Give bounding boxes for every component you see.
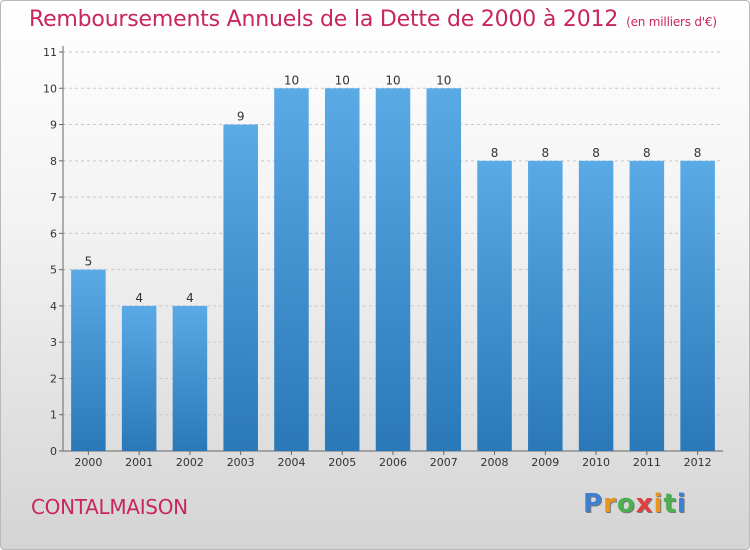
data-label: 8 (592, 146, 600, 160)
bar (274, 88, 309, 451)
logo-letter: r (603, 489, 617, 519)
data-label: 4 (135, 291, 143, 305)
x-tick-label: 2012 (684, 456, 712, 469)
x-tick-label: 2009 (531, 456, 559, 469)
chart-title-text: Remboursements Annuels de la Dette de 20… (29, 7, 619, 32)
y-tick-label: 9 (50, 119, 57, 132)
x-tick-label: 2004 (277, 456, 305, 469)
logo-letter: t (663, 489, 677, 519)
bar (528, 160, 563, 451)
data-label: 8 (643, 146, 651, 160)
bar (375, 88, 411, 451)
x-tick-label: 2010 (582, 456, 610, 469)
logo-letter: o (616, 489, 636, 519)
bar (121, 305, 157, 451)
unit-label: (en milliers d'€) (626, 15, 717, 29)
y-tick-label: 1 (50, 409, 57, 422)
x-tick-label: 2001 (125, 456, 153, 469)
logo-letter: i (653, 489, 664, 519)
data-label: 9 (237, 110, 245, 124)
logo-letter: i (676, 489, 687, 519)
bar (172, 305, 208, 451)
bar (324, 88, 360, 451)
bar (426, 88, 462, 451)
chart-title: Remboursements Annuels de la Dette de 20… (29, 7, 717, 32)
commune-name: CONTALMAISON (31, 495, 188, 519)
x-tick-label: 2006 (379, 456, 407, 469)
data-label: 10 (385, 73, 400, 87)
x-tick-label: 2007 (430, 456, 458, 469)
y-tick-label: 10 (43, 82, 57, 95)
data-label: 4 (186, 291, 194, 305)
y-tick-label: 6 (50, 227, 57, 240)
x-tick-label: 2005 (328, 456, 356, 469)
data-label: 10 (284, 73, 299, 87)
bars (71, 88, 715, 451)
data-label: 5 (85, 255, 93, 269)
bar (223, 124, 258, 451)
y-tick-label: 7 (50, 191, 57, 204)
data-label: 8 (541, 146, 549, 160)
bar (578, 160, 614, 451)
data-label: 8 (694, 146, 702, 160)
proxiti-logo: Proxiti (583, 489, 687, 519)
x-tick-label: 2011 (633, 456, 661, 469)
logo-letter: P (583, 489, 604, 519)
y-tick-label: 2 (50, 372, 57, 385)
data-label: 10 (436, 73, 451, 87)
y-tick-label: 5 (50, 264, 57, 277)
x-tick-label: 2000 (74, 456, 102, 469)
y-tick-label: 0 (50, 445, 57, 458)
y-tick-label: 3 (50, 336, 57, 349)
y-tick-label: 8 (50, 155, 57, 168)
labels: 0 1 2 3 4 5 6 7 8 9 10 11 5 2000 4 2001 4 2002 9 2003 10 2004… (43, 46, 712, 469)
x-tick-label: 2002 (176, 456, 204, 469)
bar (680, 160, 715, 451)
y-tick-label: 4 (50, 300, 57, 313)
bar (477, 160, 512, 451)
x-tick-label: 2003 (227, 456, 255, 469)
x-tick-label: 2008 (481, 456, 509, 469)
data-label: 10 (335, 73, 350, 87)
y-tick-label: 11 (43, 46, 57, 59)
data-label: 8 (491, 146, 499, 160)
bar (71, 269, 106, 451)
logo-letter: x (635, 489, 654, 519)
bar (629, 160, 665, 451)
